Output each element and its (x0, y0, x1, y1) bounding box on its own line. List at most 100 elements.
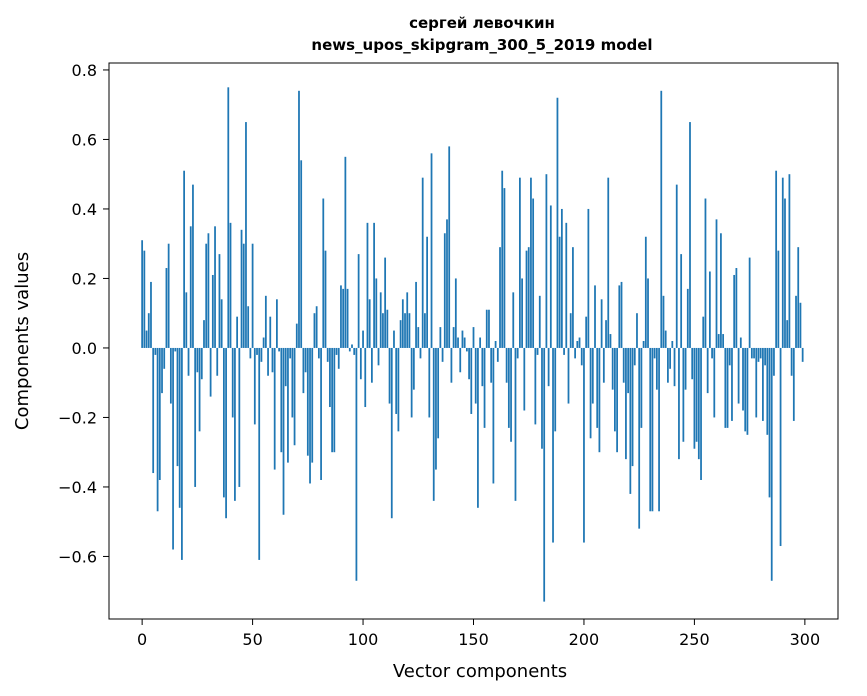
bar (313, 313, 316, 348)
bar (499, 247, 501, 348)
bar (532, 198, 535, 348)
y-tick-label: −0.2 (58, 408, 97, 427)
bar (441, 347, 444, 362)
bar (256, 347, 258, 355)
bar (320, 347, 322, 480)
bar (156, 347, 159, 512)
bar (390, 347, 393, 519)
bar (779, 347, 782, 547)
bar (176, 347, 179, 467)
bar (302, 347, 305, 394)
bar (395, 347, 398, 414)
bar (450, 347, 453, 383)
bar (616, 347, 618, 453)
bar (614, 347, 616, 432)
bar (536, 347, 539, 355)
bar (629, 347, 632, 494)
y-tick-label: 0.6 (72, 130, 97, 149)
bar (214, 226, 216, 348)
bar (211, 274, 214, 348)
bar (711, 347, 713, 359)
bar (273, 347, 276, 470)
bar (708, 271, 711, 348)
bar (335, 347, 338, 355)
bar (426, 236, 428, 348)
bar (267, 347, 269, 376)
bar (530, 177, 532, 348)
bar (346, 288, 349, 348)
bar (470, 347, 473, 414)
bar (419, 347, 422, 359)
bar (583, 347, 585, 543)
chart-subtitle: news_upos_skipgram_300_5_2019 model (311, 36, 652, 54)
bar (329, 347, 331, 408)
bar (519, 177, 521, 348)
bar (653, 347, 656, 359)
bar (200, 347, 203, 380)
bar (715, 219, 718, 348)
y-tick-label: −0.6 (58, 547, 97, 566)
bar (364, 347, 367, 408)
bar (636, 313, 638, 348)
bar (225, 347, 227, 519)
bar (249, 347, 252, 359)
y-axis-label: Components values (12, 252, 33, 430)
x-tick-label: 100 (348, 630, 379, 649)
bar (421, 177, 424, 348)
x-axis-label: Vector components (393, 661, 567, 682)
bar (523, 347, 526, 411)
bar (161, 347, 163, 394)
bar (673, 347, 676, 387)
bar (587, 208, 590, 348)
bar (247, 306, 250, 348)
bar (185, 292, 188, 348)
bar (795, 295, 797, 348)
bar (143, 250, 146, 348)
bar (633, 347, 636, 366)
bar (289, 347, 292, 359)
bar (565, 222, 568, 348)
bar (377, 347, 380, 366)
bar (739, 337, 742, 348)
bar (401, 299, 404, 348)
bar (459, 347, 462, 373)
bar (585, 316, 588, 348)
bar (293, 347, 296, 446)
bar (799, 302, 802, 348)
bar (412, 347, 415, 390)
x-tick-label: 50 (242, 630, 262, 649)
bar (446, 219, 448, 348)
bar (501, 170, 504, 348)
bar (269, 316, 272, 348)
bar (229, 222, 232, 348)
bar (713, 347, 716, 418)
bar (245, 122, 247, 348)
bar (183, 170, 185, 348)
bar (702, 316, 705, 348)
bar (669, 347, 671, 369)
bar (404, 313, 406, 348)
bar (689, 122, 691, 348)
bar (594, 285, 596, 348)
bar (373, 222, 375, 348)
bar (344, 156, 347, 348)
bar (406, 292, 409, 348)
bar (512, 292, 515, 348)
bar (366, 222, 369, 348)
bar (574, 347, 576, 359)
bar (172, 347, 174, 550)
bar (605, 320, 607, 348)
bar (682, 347, 685, 442)
bar (284, 347, 287, 387)
bar (496, 347, 499, 362)
bar (644, 236, 647, 348)
bar (158, 347, 161, 480)
bar (625, 347, 627, 460)
bar (572, 247, 574, 348)
bar (717, 334, 720, 348)
bar (488, 309, 490, 348)
bar (260, 347, 263, 362)
bar (680, 254, 683, 348)
bar (748, 257, 751, 348)
x-tick-label: 200 (569, 630, 600, 649)
